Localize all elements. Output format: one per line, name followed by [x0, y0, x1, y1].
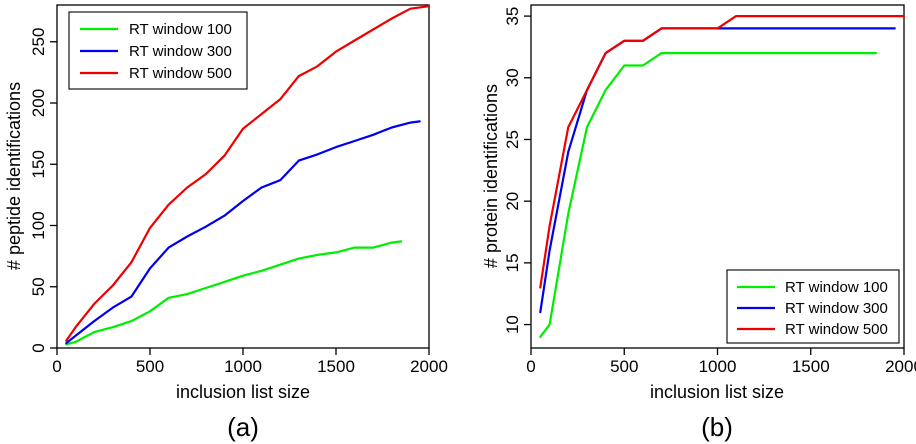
x-axis-label-a: inclusion list size [176, 382, 310, 402]
y-tick-label-a: 0 [29, 343, 48, 352]
y-tick-label-b: 10 [503, 315, 522, 334]
legend-label-a-2: RT window 300 [129, 43, 232, 60]
x-tick-label-a: 500 [136, 357, 164, 376]
legend-label-a-3: RT window 500 [129, 65, 232, 82]
legend-label-b-1: RT window 100 [785, 279, 888, 296]
panel-b: 0 500 1000 1500 2000 10 15 20 25 30 35 inclusion l… [481, 4, 916, 442]
x-tick-label-b: 1000 [699, 357, 737, 376]
series-lines-a [65, 5, 431, 346]
ticks-a: 0 500 1000 1500 2000 0 50 100 150 200 250 [29, 28, 448, 376]
ticks-b: 0 500 1000 1500 2000 10 15 20 25 30 35 [503, 7, 916, 376]
series-line-a-1 [65, 240, 403, 346]
y-tick-label-b: 35 [503, 7, 522, 26]
legend-label-b-3: RT window 500 [785, 321, 888, 338]
legend-b: RT window 100 RT window 300 RT window 50… [726, 269, 900, 344]
y-tick-label-a: 200 [29, 89, 48, 117]
x-tick-label-a: 1500 [317, 357, 355, 376]
y-tick-label-a: 250 [29, 28, 48, 56]
y-tick-label-b: 15 [503, 253, 522, 272]
x-tick-label-b: 0 [526, 357, 535, 376]
series-line-b-3 [539, 15, 906, 289]
legend-label-a-1: RT window 100 [129, 21, 232, 38]
series-line-a-2 [65, 120, 421, 345]
panel-label-a: (a) [227, 412, 259, 442]
x-tick-label-a: 2000 [410, 357, 448, 376]
y-tick-label-a: 150 [29, 150, 48, 178]
panel-a: 0 500 1000 1500 2000 0 50 100 150 200 250 inclusio… [4, 4, 448, 442]
x-tick-label-b: 500 [610, 357, 638, 376]
x-axis-label-b: inclusion list size [650, 382, 784, 402]
legend-a: RT window 100 RT window 300 RT window 50… [68, 11, 248, 90]
legend-box-b [726, 269, 900, 344]
x-tick-label-b: 1500 [792, 357, 830, 376]
y-axis-label-a: # peptide identifications [4, 82, 24, 270]
panel-label-b: (b) [701, 412, 733, 442]
x-tick-label-a: 1000 [224, 357, 262, 376]
y-axis-label-b: # protein identifications [481, 84, 501, 268]
series-line-a-3 [65, 5, 431, 342]
legend-label-b-2: RT window 300 [785, 300, 888, 317]
y-tick-label-a: 100 [29, 211, 48, 239]
y-tick-label-b: 30 [503, 68, 522, 87]
y-tick-label-a: 50 [29, 277, 48, 296]
y-tick-label-b: 25 [503, 130, 522, 149]
y-tick-label-b: 20 [503, 192, 522, 211]
x-tick-label-b: 2000 [885, 357, 916, 376]
series-lines-b [539, 15, 906, 338]
series-line-b-1 [539, 51, 878, 338]
x-tick-label-a: 0 [52, 357, 61, 376]
